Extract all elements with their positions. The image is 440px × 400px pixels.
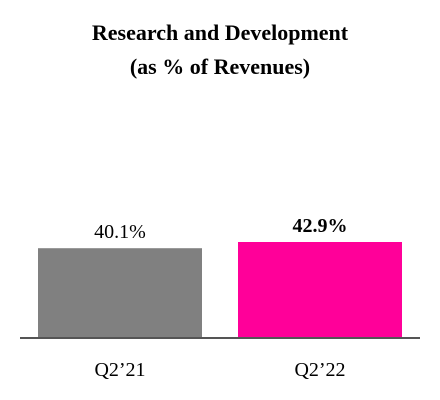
category-label-0: Q2’21 bbox=[94, 359, 145, 381]
bar-1 bbox=[238, 242, 402, 337]
value-label-1: 42.9% bbox=[293, 215, 348, 237]
chart-title-line-2: (as % of Revenues) bbox=[130, 54, 310, 79]
chart-title-line-1: Research and Development bbox=[92, 20, 349, 45]
bar-group: 40.1% Q2’21 42.9% Q2’22 bbox=[38, 215, 402, 381]
bar-0 bbox=[38, 248, 202, 337]
category-label-1: Q2’22 bbox=[294, 359, 345, 381]
value-label-0: 40.1% bbox=[94, 221, 146, 243]
